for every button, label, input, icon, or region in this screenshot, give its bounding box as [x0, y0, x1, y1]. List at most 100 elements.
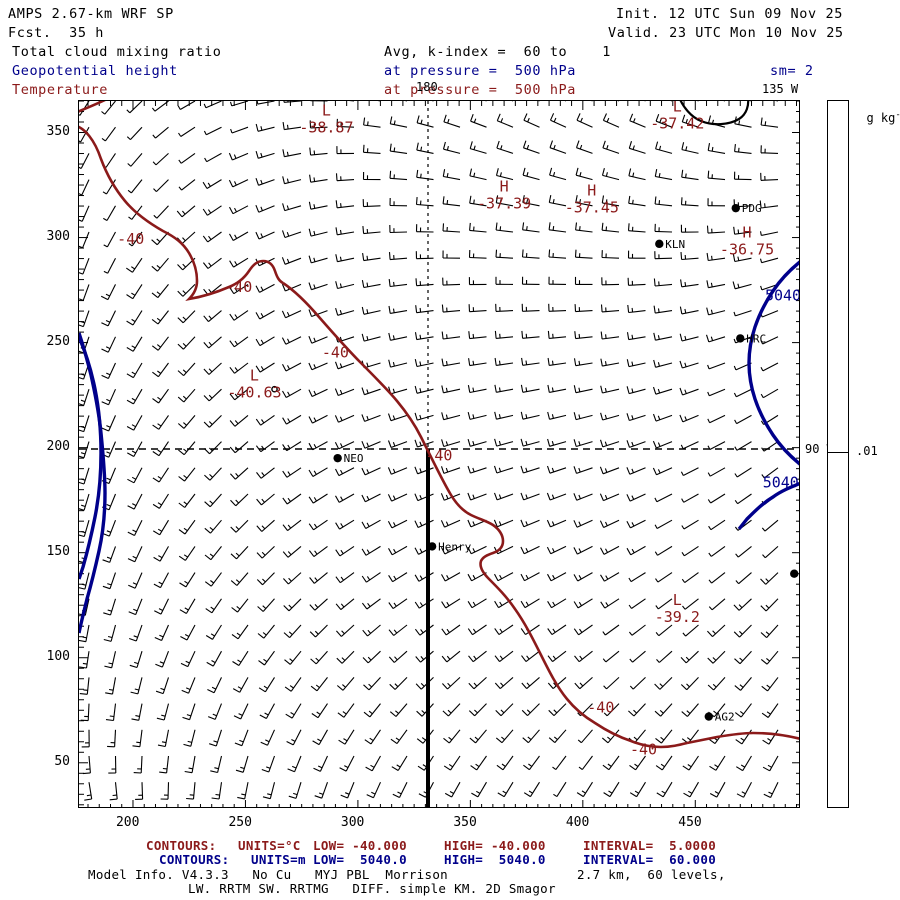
wind-barb [521, 276, 540, 285]
wind-barb [103, 257, 116, 274]
station-marker[interactable] [704, 712, 713, 721]
temperature-contour-label: -40 [587, 698, 614, 716]
wind-barb [229, 310, 249, 321]
wind-barb [707, 143, 726, 154]
station-marker[interactable] [790, 569, 799, 578]
wind-barb [313, 755, 328, 772]
wind-barb [153, 205, 169, 219]
wind-barb [707, 362, 726, 370]
wind-barb [237, 782, 249, 800]
wind-barb [365, 755, 381, 772]
longitude-label-right-top: 135 W [762, 82, 799, 96]
station-marker[interactable] [333, 453, 342, 463]
wind-barb [469, 195, 487, 207]
wind-barb [177, 310, 196, 324]
wind-barb [602, 755, 620, 771]
wind-barb [308, 493, 328, 504]
wind-barb [470, 755, 487, 771]
wind-barb [706, 280, 726, 289]
wind-barb [258, 650, 275, 666]
wind-barb [388, 305, 408, 314]
wind-barb [652, 413, 673, 422]
height-contour-5040-lower-right [737, 481, 799, 531]
wind-barb [547, 411, 567, 420]
station-marker[interactable] [731, 203, 740, 213]
station-marker[interactable] [427, 542, 437, 551]
wind-barb [655, 598, 673, 610]
wind-barb [681, 169, 699, 181]
temperature-contour-label: -40 [225, 278, 252, 296]
wind-barb [336, 650, 355, 664]
wind-barb [680, 467, 699, 476]
colorbar[interactable] [827, 100, 849, 808]
wind-barb [600, 331, 620, 340]
wind-barb [361, 572, 381, 583]
wind-barb [101, 336, 116, 353]
wind-barb [308, 467, 328, 477]
wind-barb [548, 303, 567, 312]
wind-barb [127, 546, 143, 563]
wind-barb [629, 781, 646, 798]
map-plot-area[interactable]: PDG KLN HRC NEO Henry AG2 L -38.87 L -37.42 H -37.3… [78, 100, 800, 808]
wind-barb [182, 703, 196, 721]
wind-barb [102, 179, 116, 195]
wind-barb [601, 222, 620, 233]
wind-barb [627, 223, 646, 233]
x-tick-label: 450 [678, 815, 702, 830]
wind-barb [707, 170, 726, 181]
wind-barb [128, 231, 143, 247]
wind-barb [760, 336, 779, 345]
wind-barb [229, 205, 249, 215]
wind-barb [495, 222, 514, 233]
wind-barb [732, 281, 752, 290]
wind-barb [230, 519, 249, 533]
wind-barb [573, 572, 593, 582]
wind-barb [282, 388, 302, 398]
forecast-hour: Fcst. 35 h [8, 25, 105, 41]
wind-barb [520, 545, 540, 555]
wind-barb [204, 572, 222, 587]
wind-barb [573, 493, 593, 501]
station-marker[interactable] [736, 334, 745, 343]
wind-barb [157, 729, 170, 748]
wind-barb [415, 305, 434, 314]
wind-barb [135, 782, 144, 800]
wind-barb [759, 257, 779, 264]
wind-barb [152, 467, 169, 483]
wind-barb [574, 249, 593, 259]
wind-barb [547, 598, 567, 609]
station-label: Henry [438, 540, 471, 553]
wind-barb [207, 703, 223, 720]
station-marker[interactable] [655, 239, 664, 249]
wind-barb [416, 169, 434, 181]
avg-k-index: Avg, k-index = 60 to 1 [384, 44, 611, 60]
wind-barb [256, 572, 275, 586]
wind-barb [520, 519, 540, 528]
wind-barb [335, 307, 355, 316]
wind-barb [548, 729, 567, 744]
wind-barb [573, 519, 593, 528]
footer-height-high: HIGH= 5040.0 [444, 852, 546, 867]
wind-barb [733, 624, 752, 638]
wind-barb [362, 650, 381, 664]
wind-barb [681, 545, 699, 557]
wind-barb [681, 114, 699, 128]
y-tick-label: 200 [46, 438, 70, 454]
footer-temp-high: HIGH= -40.000 [444, 838, 546, 853]
wind-barb [760, 388, 779, 399]
wind-barb [337, 703, 355, 718]
wind-barb [362, 171, 381, 181]
wind-barb [552, 755, 567, 771]
wind-barb [155, 651, 170, 668]
colorbar-units-exponent: -1 [895, 110, 900, 120]
wind-barb [309, 120, 328, 129]
wind-barb [759, 231, 779, 236]
wind-barb [416, 115, 434, 128]
wind-barb [81, 729, 90, 748]
wind-barb [574, 276, 593, 285]
wind-barb [653, 359, 673, 368]
wind-barb [655, 114, 673, 128]
wind-barb [467, 438, 487, 447]
colorbar-tick [827, 452, 849, 453]
wind-barb [79, 441, 90, 459]
